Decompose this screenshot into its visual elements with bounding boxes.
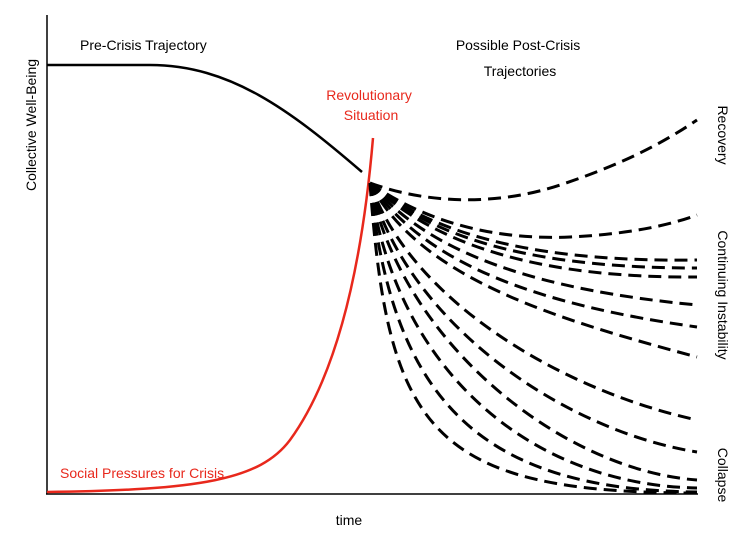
revolutionary-line: Revolutionary — [326, 87, 412, 103]
revolutionary-line: Situation — [344, 107, 398, 123]
trajectory — [368, 182, 698, 490]
trajectory — [368, 181, 698, 279]
recovery-label: Recovery — [715, 105, 731, 164]
trajectory — [369, 181, 698, 270]
trajectory — [368, 182, 698, 329]
instability-label: Continuing Instability — [715, 230, 731, 359]
y-axis-label: Collective Well-Being — [23, 59, 39, 191]
trajectory — [368, 182, 698, 495]
x-axis-label: time — [336, 512, 363, 528]
pre-crisis-curve — [47, 63, 363, 173]
post-crisis-line: Possible Post-Crisis — [456, 37, 580, 53]
post-crisis-trajectories — [368, 118, 698, 495]
post-crisis-label: Possible Post-Crisis Trajectories — [456, 37, 584, 79]
trajectory — [369, 181, 698, 239]
post-crisis-line: Trajectories — [484, 63, 557, 79]
trajectory — [369, 181, 698, 262]
trajectory — [368, 182, 698, 494]
social-pressures-label: Social Pressures for Crisis — [60, 465, 224, 481]
trajectory — [368, 182, 698, 482]
pre-crisis-label: Pre-Crisis Trajectory — [80, 37, 207, 53]
revolutionary-label: Revolutionary Situation — [326, 87, 416, 123]
trajectory — [369, 118, 698, 202]
trajectory — [368, 182, 698, 454]
trajectory — [368, 182, 698, 422]
collapse-label: Collapse — [715, 448, 731, 503]
social-pressure-curve — [46, 137, 375, 494]
trajectory — [368, 182, 698, 307]
trajectory — [368, 182, 698, 359]
